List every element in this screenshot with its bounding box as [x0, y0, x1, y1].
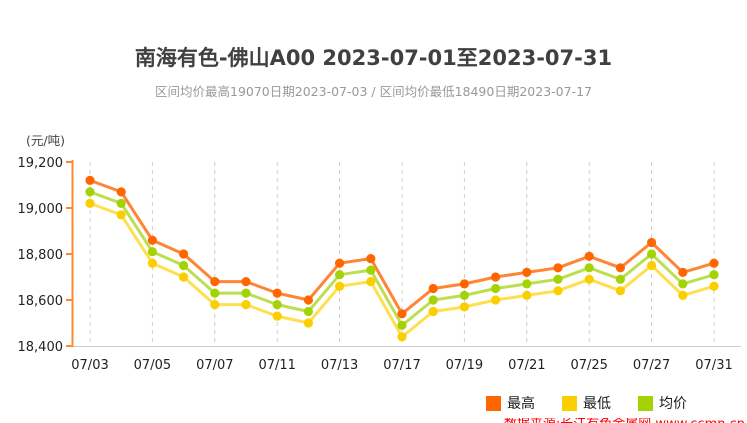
data-point-low-07/18[interactable] — [428, 306, 438, 317]
data-point-low-07/20[interactable] — [491, 295, 501, 305]
data-point-high-07/11[interactable] — [272, 288, 282, 298]
chart-legend: 最高 最低 均价 — [486, 393, 714, 413]
data-point-avg-07/25[interactable] — [584, 263, 594, 273]
legend-label-high: 最高 — [507, 396, 535, 412]
data-point-avg-07/27[interactable] — [647, 249, 657, 259]
data-point-high-07/13[interactable] — [335, 258, 345, 268]
data-point-avg-07/14[interactable] — [366, 265, 376, 275]
data-point-avg-07/24[interactable] — [553, 274, 563, 284]
x-tick-label: 07/21 — [508, 358, 545, 373]
legend-label-avg: 均价 — [659, 396, 687, 412]
data-point-high-07/04[interactable] — [116, 187, 126, 197]
data-point-high-07/31[interactable] — [709, 258, 719, 268]
data-point-low-07/07[interactable] — [210, 300, 220, 310]
data-point-high-07/19[interactable] — [459, 279, 469, 289]
data-point-high-07/17[interactable] — [397, 309, 407, 319]
x-tick-label: 07/19 — [446, 358, 483, 373]
x-tick-label: 07/31 — [695, 358, 732, 373]
data-point-low-07/17[interactable] — [397, 332, 407, 342]
data-point-low-07/13[interactable] — [335, 281, 345, 291]
source-watermark: 数据来源:长江有色金属网 www.ccmn.cn — [504, 418, 745, 423]
data-point-low-07/21[interactable] — [522, 290, 532, 300]
data-point-high-07/18[interactable] — [428, 283, 438, 294]
data-point-low-07/27[interactable] — [647, 260, 657, 271]
data-point-low-07/31[interactable] — [709, 281, 719, 291]
legend-swatch-low — [562, 395, 577, 411]
legend-label-low: 最低 — [583, 396, 611, 412]
data-point-low-07/12[interactable] — [303, 318, 313, 328]
data-point-high-07/28[interactable] — [678, 267, 688, 277]
data-point-avg-07/31[interactable] — [709, 270, 719, 280]
data-point-low-07/11[interactable] — [272, 311, 282, 321]
y-tick-label: 19,200 — [18, 156, 64, 171]
data-point-high-07/24[interactable] — [553, 263, 563, 273]
data-point-avg-07/06[interactable] — [179, 260, 189, 271]
data-point-high-07/27[interactable] — [647, 237, 657, 248]
data-point-low-07/26[interactable] — [615, 286, 626, 296]
data-point-high-07/06[interactable] — [179, 249, 189, 259]
x-tick-label: 07/25 — [570, 358, 607, 373]
legend-item-low[interactable]: 最低 — [562, 393, 611, 413]
chart-subtitle: 区间均价最高19070日期2023-07-03 / 区间均价最低18490日期2… — [155, 84, 592, 99]
data-point-high-07/14[interactable] — [366, 254, 376, 264]
x-tick-label: 07/17 — [383, 358, 420, 373]
y-tick-label: 18,800 — [18, 248, 64, 263]
data-point-low-07/06[interactable] — [179, 272, 189, 282]
data-point-avg-07/26[interactable] — [615, 274, 626, 284]
data-point-high-07/25[interactable] — [584, 251, 594, 261]
chart-title: 南海有色-佛山A00 2023-07-01至2023-07-31 — [134, 46, 613, 70]
data-point-low-07/10[interactable] — [241, 300, 251, 310]
y-tick-label: 18,400 — [18, 340, 64, 355]
y-tick-label: 19,000 — [18, 202, 64, 217]
x-tick-label: 07/11 — [258, 358, 295, 373]
data-point-avg-07/12[interactable] — [303, 306, 313, 317]
data-point-avg-07/07[interactable] — [210, 288, 220, 298]
legend-item-avg[interactable]: 均价 — [638, 393, 687, 413]
data-point-avg-07/03[interactable] — [85, 187, 95, 197]
data-point-high-07/20[interactable] — [491, 272, 501, 282]
legend-item-high[interactable]: 最高 — [486, 393, 535, 413]
data-point-high-07/03[interactable] — [85, 175, 95, 185]
data-point-high-07/26[interactable] — [615, 263, 626, 273]
y-axis-unit-label: (元/吨) — [26, 133, 65, 148]
data-point-low-07/05[interactable] — [147, 258, 157, 268]
data-point-avg-07/05[interactable] — [147, 247, 157, 257]
data-point-high-07/12[interactable] — [303, 295, 313, 305]
data-point-high-07/21[interactable] — [522, 267, 532, 277]
data-point-low-07/04[interactable] — [116, 210, 126, 220]
data-point-low-07/14[interactable] — [366, 277, 376, 287]
data-point-avg-07/21[interactable] — [522, 279, 532, 289]
data-point-avg-07/17[interactable] — [397, 320, 407, 330]
x-tick-label: 07/27 — [633, 358, 670, 373]
legend-swatch-avg — [638, 395, 653, 411]
legend-swatch-high — [486, 395, 501, 411]
data-point-low-07/03[interactable] — [85, 198, 95, 208]
y-tick-label: 18,600 — [18, 294, 64, 309]
x-tick-label: 07/05 — [134, 358, 171, 373]
data-point-avg-07/13[interactable] — [335, 270, 345, 280]
data-point-avg-07/20[interactable] — [491, 283, 501, 294]
x-tick-label: 07/13 — [321, 358, 358, 373]
data-point-avg-07/04[interactable] — [116, 198, 126, 208]
data-point-low-07/28[interactable] — [678, 290, 688, 300]
data-point-avg-07/18[interactable] — [428, 295, 438, 305]
data-point-avg-07/28[interactable] — [678, 279, 688, 289]
data-point-high-07/10[interactable] — [241, 277, 251, 287]
data-point-low-07/19[interactable] — [459, 302, 469, 312]
data-point-high-07/07[interactable] — [210, 277, 220, 287]
data-point-low-07/24[interactable] — [553, 286, 563, 296]
data-point-avg-07/19[interactable] — [459, 290, 469, 300]
data-point-high-07/05[interactable] — [147, 235, 157, 245]
x-tick-label: 07/03 — [71, 358, 108, 373]
data-point-avg-07/11[interactable] — [272, 300, 282, 310]
data-point-avg-07/10[interactable] — [241, 288, 251, 298]
x-tick-label: 07/07 — [196, 358, 233, 373]
data-point-low-07/25[interactable] — [584, 274, 594, 284]
